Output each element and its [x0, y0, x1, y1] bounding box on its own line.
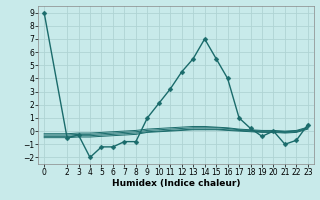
X-axis label: Humidex (Indice chaleur): Humidex (Indice chaleur) [112, 179, 240, 188]
